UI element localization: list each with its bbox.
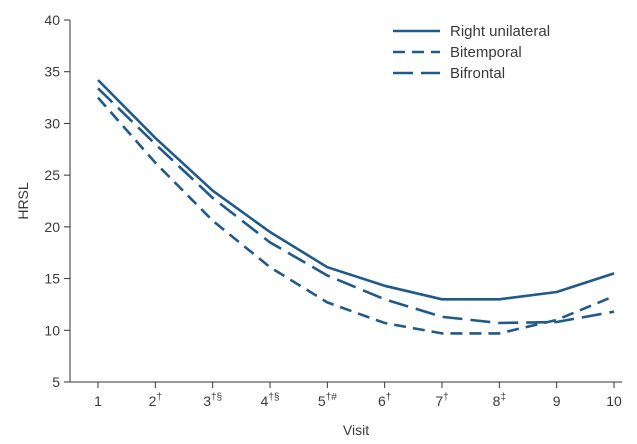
series-line-3 — [97, 87, 615, 325]
x-tick-label: 6† — [378, 392, 391, 409]
series-line-2 — [97, 96, 615, 335]
y-tick-label: 25 — [44, 167, 60, 183]
x-tick-label: 10 — [606, 393, 622, 409]
y-axis-label: HRSL — [15, 182, 31, 220]
y-tick-label: 15 — [44, 271, 60, 287]
x-tick-label: 5†# — [318, 392, 337, 409]
y-tick-label: 5 — [52, 374, 60, 390]
y-tick-label: 35 — [44, 64, 60, 80]
x-tick-label: 8‡ — [493, 392, 506, 409]
legend-label-2: Bitemporal — [450, 44, 522, 61]
legend-label-1: Right unilateral — [450, 23, 550, 40]
legend: Right unilateral Bitemporal Bifrontal — [393, 23, 550, 82]
x-axis-ticks: 1 2† 3†§ 4†§ 5†# 6† 7† 8‡ 9 10 — [94, 382, 622, 409]
y-tick-label: 10 — [44, 322, 60, 338]
x-tick-label: 1 — [94, 393, 102, 409]
axes — [69, 20, 622, 383]
x-axis-label: Visit — [343, 422, 369, 438]
x-tick-label: 3†§ — [203, 392, 222, 409]
x-tick-label: 7† — [435, 392, 448, 409]
x-tick-label: 4†§ — [261, 392, 280, 409]
y-tick-label: 30 — [44, 115, 60, 131]
y-axis-ticks: 5 10 15 20 25 30 35 40 — [44, 12, 70, 390]
x-tick-label: 9 — [553, 393, 561, 409]
series-line-1 — [97, 79, 615, 301]
series-layer — [97, 79, 615, 335]
y-tick-label: 40 — [44, 12, 60, 28]
y-tick-label: 20 — [44, 219, 60, 235]
x-tick-label: 2† — [149, 392, 162, 409]
legend-label-3: Bifrontal — [450, 65, 505, 82]
